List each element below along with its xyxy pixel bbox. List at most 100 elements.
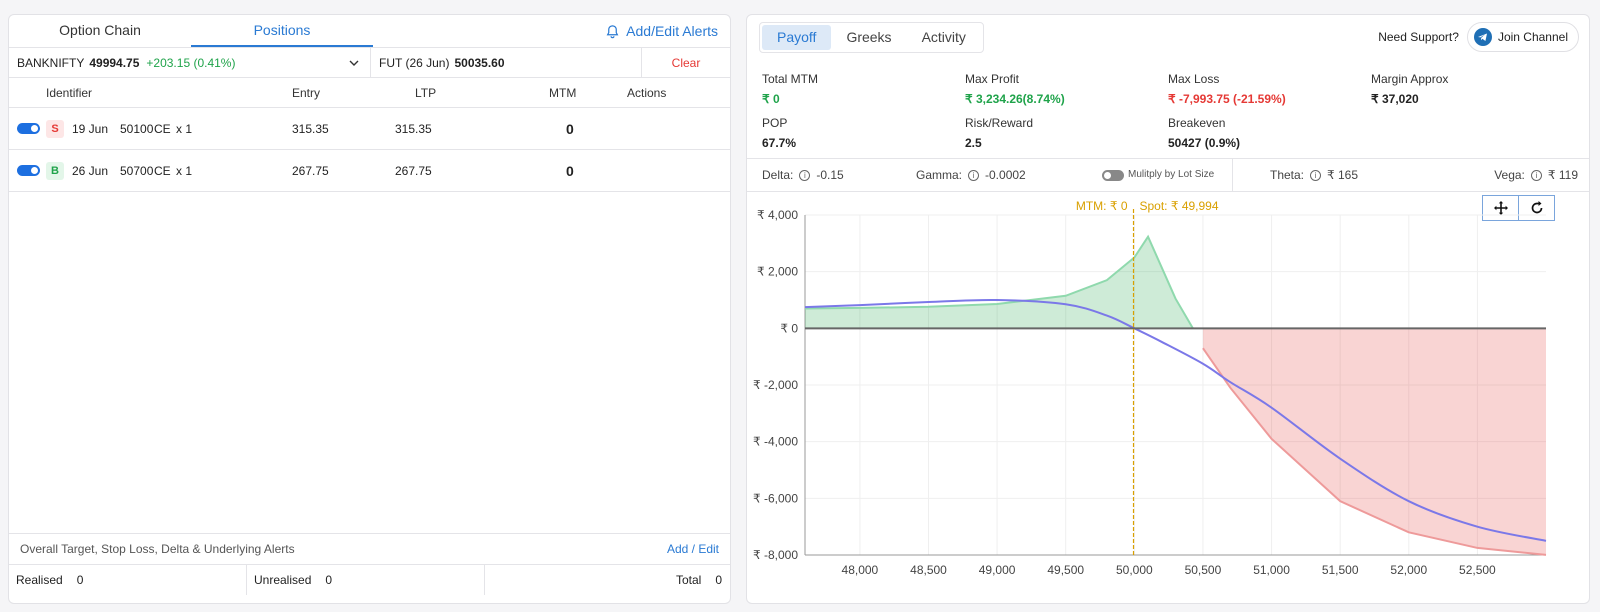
unrealised-value: 0 [325, 573, 333, 587]
position-type: CE [154, 163, 171, 178]
position-toggle[interactable] [17, 165, 40, 176]
tab-payoff[interactable]: Payoff [762, 25, 832, 50]
stat-value: 50427 (0.9%) [1168, 136, 1241, 150]
payoff-chart[interactable]: 48,000 48,500 49,000 49,500 50,000 50,500 51,0… [747, 197, 1590, 597]
stat-value: ₹ 0 [762, 92, 780, 106]
table-row: B 26 Jun 50700 CE x 1 267.75 267.75 0 [9, 150, 730, 192]
reset-icon [1531, 201, 1542, 214]
total-cell: Total 0 [485, 565, 730, 595]
stat-label: Risk/Reward [965, 116, 1034, 130]
reset-zoom-button[interactable] [1518, 195, 1555, 221]
stat-label: Max Profit [965, 72, 1020, 86]
join-channel-button[interactable]: Join Channel [1466, 22, 1579, 52]
y-tick-label: ₹ -8,000 [753, 548, 798, 562]
stat-risk-reward: Risk/Reward 2.5 [965, 116, 1033, 150]
alerts-add-edit-link[interactable]: Add / Edit [666, 542, 719, 556]
col-mtm: MTM [549, 85, 577, 100]
x-tick-label: 51,500 [1322, 563, 1359, 577]
tab-option-chain[interactable]: Option Chain [59, 22, 141, 38]
lot-label: Mulitply by Lot Size [1128, 169, 1215, 180]
positions-panel: Option Chain Positions Add/Edit Alerts B… [8, 14, 731, 604]
greek-vega: Vega: i ₹ 119 [1494, 159, 1578, 191]
total-value: 0 [715, 573, 722, 587]
position-toggle[interactable] [17, 123, 40, 134]
gamma-label: Gamma: [916, 168, 963, 182]
position-expiry: 19 Jun [72, 121, 109, 136]
position-ltp: 315.35 [395, 121, 432, 136]
col-entry: Entry [292, 85, 321, 100]
x-tick-label: 49,500 [1047, 563, 1084, 577]
unrealised-label: Unrealised [254, 573, 312, 587]
info-icon[interactable]: i [1310, 169, 1322, 181]
table-row: S 19 Jun 50100 CE x 1 315.35 315.35 0 [9, 108, 730, 150]
spot-annotation: Spot: ₹ 49,994 [1140, 199, 1219, 213]
greeks-bar: Delta: i -0.15 Gamma: i -0.0002 Mulitply by … [747, 158, 1589, 192]
greek-delta: Delta: i -0.15 [762, 159, 844, 191]
theta-value: ₹ 165 [1327, 168, 1359, 182]
underlying-selector[interactable]: BANKNIFTY 49994.75 +203.15 (0.41%) [9, 48, 371, 77]
stat-value: 2.5 [965, 136, 982, 150]
position-expiry: 26 Jun [72, 163, 109, 178]
info-icon[interactable]: i [799, 169, 811, 181]
position-mtm: 0 [566, 120, 574, 137]
x-tick-label: 52,500 [1459, 563, 1496, 577]
position-strike: 50700 [120, 163, 154, 178]
x-tick-label: 50,000 [1116, 563, 1153, 577]
support-text: Need Support? [1378, 30, 1459, 44]
chevron-down-icon [349, 60, 359, 66]
greek-gamma: Gamma: i -0.0002 [916, 159, 1026, 191]
underlying-bar: BANKNIFTY 49994.75 +203.15 (0.41%) FUT (… [9, 48, 730, 78]
telegram-icon [1473, 28, 1492, 46]
stat-breakeven: Breakeven 50427 (0.9%) [1168, 116, 1240, 150]
position-entry: 267.75 [292, 163, 329, 178]
y-tick-label: ₹ 2,000 [757, 265, 798, 279]
realised-cell: Realised 0 [9, 565, 247, 595]
x-tick-label: 48,500 [910, 563, 947, 577]
stat-label: POP [762, 116, 788, 130]
stat-value: ₹ -7,993.75 (-21.59%) [1168, 92, 1286, 106]
add-edit-alerts-button[interactable]: Add/Edit Alerts [605, 15, 718, 47]
profit-area [805, 236, 1193, 329]
x-tick-label: 52,000 [1390, 563, 1427, 577]
lot-size-toggle[interactable]: Mulitply by Lot Size [1102, 159, 1234, 191]
position-ltp: 267.75 [395, 163, 432, 178]
left-tabs: Option Chain Positions Add/Edit Alerts [9, 15, 730, 48]
realised-label: Realised [16, 573, 63, 587]
stat-label: Total MTM [762, 72, 819, 86]
x-tick-label: 49,000 [979, 563, 1016, 577]
position-strike: 50100 [120, 121, 154, 136]
theta-label: Theta: [1270, 168, 1305, 182]
position-qty: x 1 [176, 121, 193, 136]
delta-value: -0.15 [816, 168, 844, 182]
lot-switch[interactable] [1102, 169, 1124, 181]
x-tick-label: 48,000 [842, 563, 879, 577]
position-type: CE [154, 121, 171, 136]
clear-button[interactable]: Clear [671, 55, 701, 70]
move-icon [1493, 201, 1508, 215]
stat-pop: POP 67.7% [762, 116, 796, 150]
stat-value: ₹ 3,234.26(8.74%) [965, 92, 1065, 106]
futures-info: FUT (26 Jun) 50035.60 [371, 48, 642, 77]
stat-label: Margin Approx [1371, 72, 1449, 86]
x-tick-label: 51,000 [1253, 563, 1290, 577]
stat-total-mtm: Total MTM ₹ 0 [762, 72, 818, 106]
y-tick-label: ₹ 4,000 [757, 208, 798, 222]
greek-theta: Theta: i ₹ 165 [1270, 159, 1358, 191]
totals-bar: Realised 0 Unrealised 0 Total 0 [9, 564, 730, 595]
tab-activity[interactable]: Activity [921, 29, 966, 45]
target-payoff-line [804, 298, 1547, 542]
stat-value: ₹ 37,020 [1371, 92, 1419, 106]
symbol-change: +203.15 (0.41%) [146, 55, 236, 70]
unrealised-cell: Unrealised 0 [247, 565, 485, 595]
positions-table-header: Identifier Entry LTP MTM Actions [9, 78, 730, 108]
info-icon[interactable]: i [968, 169, 980, 181]
symbol-price: 49994.75 [89, 55, 140, 70]
delta-label: Delta: [762, 168, 794, 182]
join-channel-label: Join Channel [1497, 30, 1568, 44]
tab-positions[interactable]: Positions [191, 15, 373, 47]
tab-greeks[interactable]: Greeks [846, 29, 892, 45]
y-tick-label: ₹ -6,000 [753, 491, 798, 505]
support-area: Need Support? Join Channel [1378, 22, 1579, 52]
info-icon[interactable]: i [1530, 169, 1542, 181]
gamma-value: -0.0002 [985, 168, 1026, 182]
